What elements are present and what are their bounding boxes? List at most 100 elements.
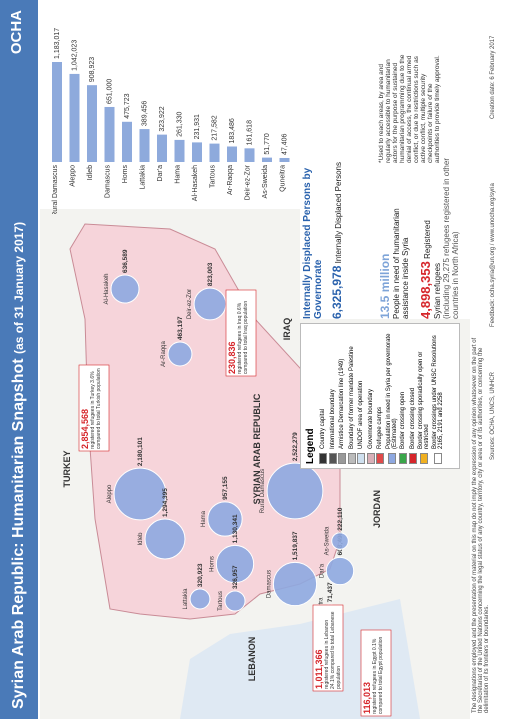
bar-value: 475,723 xyxy=(124,93,131,118)
population-bubble xyxy=(144,518,186,560)
bar-label: Ar-Raqqa xyxy=(227,165,234,195)
bar xyxy=(69,73,80,162)
legend-swatch xyxy=(328,453,337,464)
legend-item: Border crossing sporadically open or res… xyxy=(418,328,430,464)
governorate-value: 636,589 xyxy=(122,249,129,273)
bar-label: Rural Damascus xyxy=(52,165,59,214)
legend-label: Border crossing sporadically open or res… xyxy=(418,351,430,449)
governorate-name: Rural Damascus xyxy=(260,469,266,513)
sources: Sources: OCHA, UNCS, UNHCR xyxy=(490,371,496,460)
logo: OCHA xyxy=(8,10,25,55)
bar-value: 389,456 xyxy=(141,101,148,126)
refugee-note-text: registered refugees in Egypt 0.1% compar… xyxy=(372,636,384,714)
governorate-name: Lattakia xyxy=(183,588,189,610)
bar-label: Homs xyxy=(122,165,129,184)
bar-label: As-Sweida xyxy=(262,165,269,199)
legend-item: Population in need in Syria per governor… xyxy=(386,328,398,464)
population-bubble xyxy=(193,287,227,321)
refugee-note-frame: registered refugees in Turkey 3.6% compa… xyxy=(90,368,102,449)
bar-value: 51,770 xyxy=(264,133,271,155)
governorate-value: 463,197 xyxy=(177,316,184,340)
legend-swatch xyxy=(408,453,417,464)
subtitle: (as of 31 January 2017) xyxy=(12,221,26,354)
bar xyxy=(279,157,290,162)
bar xyxy=(52,62,62,162)
governorate-value: 957,155 xyxy=(222,476,229,500)
legend-item: International boundary xyxy=(328,328,337,464)
governorate-value: 823,003 xyxy=(207,262,214,286)
sea xyxy=(180,599,420,719)
refugee-note-text: registered refugees in Turkey 3.6% compa… xyxy=(90,368,102,449)
legend-label: UNDOF area of operation xyxy=(358,380,364,449)
bar-value: 1,042,023 xyxy=(71,40,78,71)
refugee-note-value: 1,011,366 xyxy=(314,649,324,689)
bar xyxy=(157,134,167,162)
refugee-note-value: 230,836 xyxy=(227,341,237,374)
governorate-value: 222,110 xyxy=(337,507,344,531)
governorate-name: Hama xyxy=(201,510,207,527)
idp-chart: Rural Damascus 1,183,017 Aleppo 1,042,023 Id… xyxy=(52,28,290,214)
refugee-note-text: registered refugees in Lebanon 24.1% com… xyxy=(324,611,342,689)
bar xyxy=(104,106,115,162)
governorate-value: 71,437 xyxy=(327,582,334,602)
idp-total: 6,325,978 xyxy=(330,265,344,319)
governorate-name: Deir-ez-Zor xyxy=(187,289,193,319)
bar-value: 47,406 xyxy=(281,133,288,155)
legend-swatch xyxy=(376,453,384,464)
refugee-note-value: 116,013 xyxy=(362,682,372,714)
legend-label: Boundary of former mandate Palestine xyxy=(348,346,355,449)
legend-swatch xyxy=(338,453,346,464)
bar-value: 183,486 xyxy=(229,118,236,143)
disclaimer: The designations employed and the presen… xyxy=(472,337,490,713)
country-label: LEBANON xyxy=(247,637,257,682)
population-bubble xyxy=(325,556,355,586)
legend-swatch xyxy=(387,453,396,464)
legend-swatch xyxy=(433,453,442,464)
legend-swatch xyxy=(366,453,375,464)
bar-label: Aleppo xyxy=(70,165,77,187)
refugee-note-value: 2,854,568 xyxy=(80,409,90,449)
idp-block: Internally Displaced Persons by Governor… xyxy=(302,139,344,319)
legend-swatch xyxy=(399,453,407,464)
population-bubble xyxy=(189,588,211,610)
legend-label: Border crossing open xyxy=(400,391,406,449)
legend-swatch xyxy=(347,453,356,464)
refugee-block: 4,898,353 Registered Syrian refugees (in… xyxy=(418,154,460,319)
legend-item: Border crossings under UNSC Resolutions … xyxy=(432,328,444,464)
population-bubble xyxy=(113,467,167,521)
bar xyxy=(122,121,132,162)
refugee-label: Registered xyxy=(423,220,432,259)
title: Syrian Arab Republic: Humanitarian Snaps… xyxy=(10,222,28,709)
legend-label: Governorate boundary xyxy=(367,388,374,449)
country-label: IRAQ xyxy=(282,318,292,341)
bar xyxy=(87,85,97,162)
bar-value: 161,618 xyxy=(246,120,253,145)
legend-label: Armistice Demarcation line (1949) xyxy=(339,358,345,449)
bar xyxy=(227,146,237,162)
bar xyxy=(192,142,202,162)
refugee-note-box xyxy=(78,364,110,452)
population-bubble xyxy=(266,462,324,520)
title-bar: Syrian Arab Republic: Humanitarian Snaps… xyxy=(0,0,38,719)
governorate-name: Aleppo xyxy=(107,484,113,503)
governorate-name: Dar'a xyxy=(319,563,325,578)
governorate-name: Al-Hasakeh xyxy=(104,273,110,304)
legend-item: Armistice Demarcation line (1949) xyxy=(338,328,346,464)
legend: Legend Country capital International boun… xyxy=(300,323,460,469)
access-note: *Used to reach areas, by area and regula… xyxy=(378,54,441,163)
legend-item: Country capital xyxy=(319,328,327,464)
refugee-note-frame: registered refugees in Lebanon 24.1% com… xyxy=(324,611,342,689)
legend-label: Refugee camps xyxy=(377,406,383,449)
legend-item: Border crossing open xyxy=(399,328,407,464)
idp-total-label: Internally Displaced Persons xyxy=(334,161,343,264)
refugee-value: 4,898,353 xyxy=(418,261,433,319)
refugee-note-box xyxy=(360,629,392,717)
idp-title: Internally Displaced Persons by Governor… xyxy=(302,167,324,319)
legend-label: Border crossing closed xyxy=(409,387,416,449)
population-bubble xyxy=(224,590,246,612)
bar-value: 1,183,017 xyxy=(54,28,61,59)
legend-label: Population in need in Syria per governor… xyxy=(385,333,398,449)
bar-value: 231,931 xyxy=(194,114,201,139)
governorate-name: Homs xyxy=(209,556,215,572)
population-bubble xyxy=(331,532,349,550)
